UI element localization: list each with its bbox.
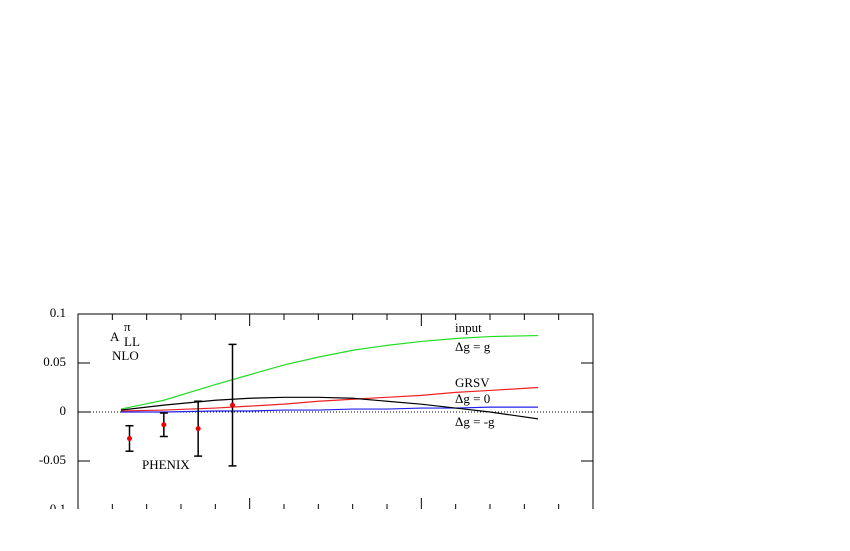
y-label-main: A xyxy=(110,329,120,344)
y-tick-label: -0.05 xyxy=(39,452,66,467)
crop xyxy=(0,509,850,551)
series-line xyxy=(120,386,539,412)
y-label-sub: LL xyxy=(124,334,140,349)
annotation: input xyxy=(455,320,482,335)
series-label: Δg = -g xyxy=(455,414,495,429)
data-point xyxy=(127,435,132,441)
series-label: Δg = 0 xyxy=(455,391,490,406)
data-point xyxy=(195,426,201,432)
y-label-sup: π xyxy=(124,319,131,334)
series-label: Δg = g xyxy=(455,339,491,354)
y-tick-label: 0.05 xyxy=(43,354,66,369)
points-label: PHENIX xyxy=(142,457,190,472)
data-point xyxy=(161,422,167,428)
data-point xyxy=(230,402,235,408)
series-line xyxy=(120,396,539,420)
series-line xyxy=(120,334,539,410)
y-tick-label: 0.1 xyxy=(50,305,66,320)
series-line xyxy=(120,406,539,413)
series-label: GRSV xyxy=(455,375,490,390)
y-tick-label: 0 xyxy=(60,403,67,418)
annotation: NLO xyxy=(112,348,139,363)
